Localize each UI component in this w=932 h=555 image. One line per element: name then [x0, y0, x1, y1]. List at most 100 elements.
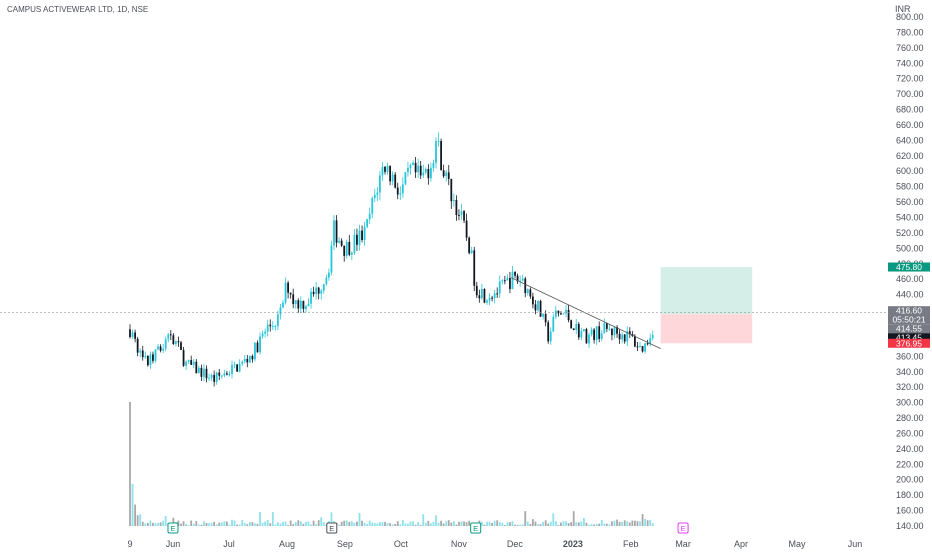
candle-body [646, 343, 649, 345]
volume-bar [562, 521, 565, 526]
candle-body [611, 328, 613, 336]
volume-bar [322, 522, 325, 526]
volume-bar [389, 523, 391, 526]
candle-body [524, 278, 527, 294]
candle-body [506, 277, 509, 281]
volume-bar [570, 522, 573, 526]
volume-bar [626, 521, 629, 526]
drawings-layer[interactable] [0, 277, 888, 349]
y-tick-label: 580.00 [896, 182, 924, 192]
x-tick-label: Nov [451, 539, 468, 549]
candle-body [307, 303, 310, 307]
volume-bar [208, 523, 210, 526]
candle-body [256, 342, 259, 353]
volume-bar [519, 524, 522, 526]
volume-bar [544, 520, 547, 526]
candle-body [180, 342, 182, 350]
volume-bar [340, 521, 343, 526]
volume-bar [583, 517, 585, 526]
volume-bar [430, 523, 432, 526]
x-tick-label: Jun [166, 539, 181, 549]
volume-bar [210, 522, 213, 526]
volume-bar [338, 524, 340, 526]
volume-bar [279, 523, 282, 526]
volume-bar [595, 523, 598, 526]
volume-bar [557, 524, 560, 526]
candle-body [226, 373, 228, 375]
volume-bar [463, 521, 465, 526]
candle-body [228, 374, 231, 376]
candle-body [440, 141, 442, 171]
candle-body [213, 374, 216, 382]
volume-bar [554, 521, 557, 526]
candle-body [208, 377, 210, 379]
volume-bar [269, 523, 272, 526]
volume-bar [223, 521, 226, 526]
candle-body [302, 300, 305, 309]
volume-bar [358, 513, 361, 526]
volume-bar [465, 522, 468, 526]
volume-bar [284, 521, 287, 526]
volume-bar [345, 520, 348, 526]
volume-bar [401, 520, 404, 526]
candle-body [437, 141, 440, 143]
candle-body [583, 329, 585, 332]
candle-body [136, 338, 139, 353]
candle-body [361, 230, 363, 241]
volume-bar [226, 521, 228, 526]
candle-body [289, 292, 292, 295]
volume-bar [605, 523, 608, 526]
volume-bar [646, 520, 649, 526]
y-tick-label: 320.00 [896, 382, 924, 392]
candle-body [343, 245, 346, 256]
volume-bar [320, 517, 323, 526]
y-tick-label: 640.00 [896, 135, 924, 145]
candle-body [534, 304, 537, 311]
candle-body [350, 252, 353, 255]
volume-bar [424, 522, 427, 526]
candle-body [621, 334, 624, 340]
candle-body [139, 350, 142, 353]
volume-bar [432, 521, 435, 526]
candle-body [498, 281, 501, 294]
candle-body [322, 284, 325, 291]
x-tick-label: Mar [675, 539, 691, 549]
candle-body [379, 175, 381, 193]
volume-bar [238, 524, 241, 526]
y-tick-label: 160.00 [896, 506, 924, 516]
volume-bar [407, 523, 409, 526]
volume-bar [305, 521, 307, 526]
candle-body [185, 361, 187, 366]
volume-bar [452, 521, 455, 526]
volume-bar [182, 521, 185, 526]
candle-body [266, 324, 269, 332]
candle-body [368, 213, 371, 220]
volume-bar [488, 521, 491, 526]
y-tick-label: 760.00 [896, 43, 924, 53]
candle-body [220, 375, 223, 377]
volume-bar [585, 522, 588, 526]
candle-body [333, 220, 335, 246]
volume-bar [450, 522, 453, 526]
volume-bar [565, 521, 567, 526]
volume-bar [445, 521, 448, 526]
candle-body [537, 300, 539, 311]
candle-body [616, 327, 618, 334]
volume-bar [537, 524, 539, 526]
candle-body [328, 272, 330, 278]
volume-bar [521, 524, 524, 526]
candle-body [590, 329, 593, 335]
candle-body [473, 250, 476, 286]
volume-bar [297, 520, 300, 526]
volume-bar [254, 523, 256, 526]
candle-body [514, 271, 516, 276]
time-axis[interactable]: 9 Jun Jul Aug Sep Oct Nov Dec 2023 Feb Mar Apr May Ju… [127, 539, 862, 549]
candle-body [547, 322, 550, 342]
volume-bar [261, 522, 264, 526]
target-zone [660, 267, 753, 315]
candle-body [496, 293, 499, 295]
position-layer[interactable] [660, 267, 753, 344]
candle-body [470, 250, 473, 254]
volume-bar [371, 522, 374, 526]
